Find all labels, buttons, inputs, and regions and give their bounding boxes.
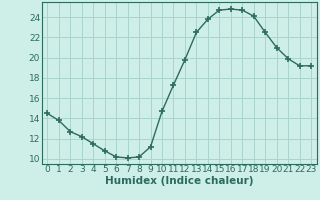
X-axis label: Humidex (Indice chaleur): Humidex (Indice chaleur)	[105, 176, 253, 186]
